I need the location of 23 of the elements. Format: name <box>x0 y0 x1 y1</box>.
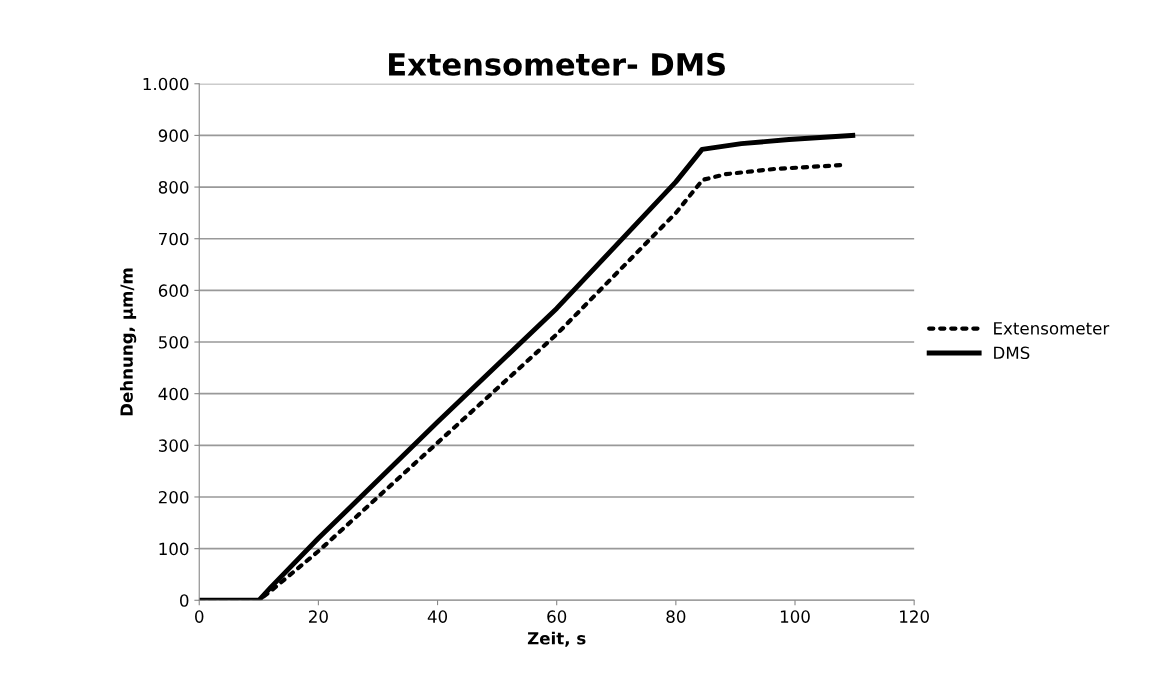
x-tick-label: 80 <box>666 610 686 623</box>
x-tick-label: 60 <box>547 610 567 623</box>
y-tick-label: 400 <box>158 387 189 401</box>
x-tick-label: 100 <box>780 610 810 623</box>
y-tick-label: 900 <box>158 129 189 142</box>
y-tick-label: 500 <box>158 335 189 349</box>
chart-title: Extensometer- DMS <box>389 52 725 76</box>
x-tick-label: 40 <box>427 610 448 623</box>
x-axis-title: Zeit, s <box>527 631 586 647</box>
x-tick-label: 0 <box>195 610 204 623</box>
y-tick-label: 700 <box>159 232 189 246</box>
x-tick-label: 20 <box>309 610 328 623</box>
y-tick-label: 100 <box>159 542 189 556</box>
y-tick-label: 300 <box>158 439 189 452</box>
y-axis-title: Dehnung, µm/m <box>119 268 137 416</box>
x-tick-label: 120 <box>900 610 929 623</box>
y-tick-label: 0 <box>180 594 189 607</box>
y-tick-label: 800 <box>158 181 189 194</box>
legend-label: DMS <box>994 346 1030 360</box>
y-tick-label: 1.000 <box>143 77 189 91</box>
y-tick-label: 600 <box>158 284 189 297</box>
legend-label: Extensometer <box>994 322 1110 335</box>
y-tick-label: 200 <box>158 490 189 504</box>
